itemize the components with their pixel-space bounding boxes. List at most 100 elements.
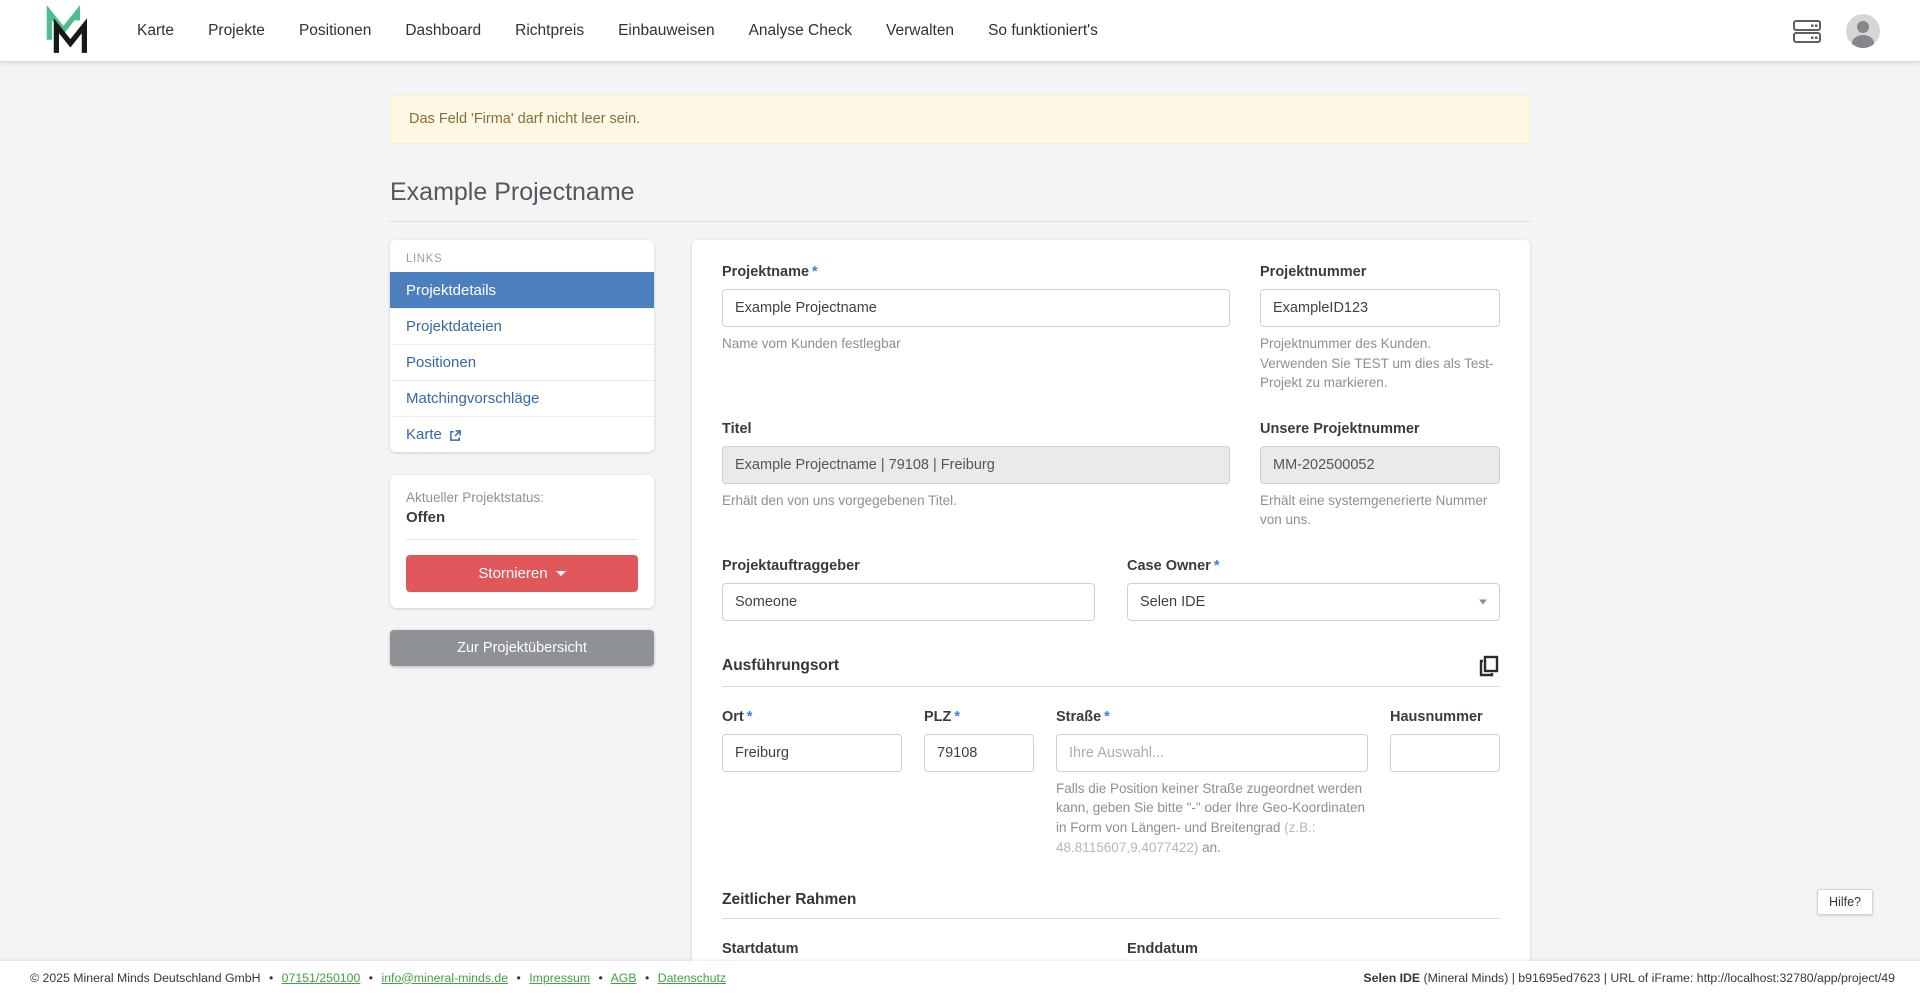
field-titel: Titel Erhält den von uns vorgegebenen Ti… xyxy=(722,421,1230,530)
field-case-owner: Case Owner * Selen IDE xyxy=(1127,558,1500,621)
footer-link-datenschutz[interactable]: Datenschutz xyxy=(657,970,727,985)
chevron-down-icon xyxy=(555,571,566,576)
nav-item-analyse-check[interactable]: Analyse Check xyxy=(748,21,852,39)
case-owner-select[interactable]: Selen IDE xyxy=(1127,582,1500,621)
titel-helper: Erhält den von uns vorgegebenen Titel. xyxy=(722,492,957,508)
footer-phone-link[interactable]: 07151/250100 xyxy=(281,970,361,985)
server-icon[interactable] xyxy=(1792,18,1822,44)
titel-label: Titel xyxy=(722,420,752,437)
nav-item-projekte[interactable]: Projekte xyxy=(208,21,265,39)
required-marker: * xyxy=(812,264,818,280)
cancel-project-label: Stornieren xyxy=(478,565,548,582)
sidebar-item-label: Projektdateien xyxy=(406,318,502,335)
strasse-label: Straße * xyxy=(1056,709,1368,725)
case-owner-value: Selen IDE xyxy=(1127,582,1500,621)
main-menu: Karte Projekte Positionen Dashboard Rich… xyxy=(137,22,1792,40)
unsere-projektnummer-label: Unsere Projektnummer xyxy=(1260,420,1420,437)
footer-separator: • xyxy=(516,970,521,985)
case-owner-label: Case Owner * xyxy=(1127,558,1500,574)
avatar-body xyxy=(1852,34,1874,48)
required-marker: * xyxy=(1104,708,1110,725)
required-marker: * xyxy=(746,708,753,725)
field-hausnummer: Hausnummer xyxy=(1390,709,1500,857)
sidebar-item-label: Projektdetails xyxy=(406,282,497,299)
projektauftraggeber-input[interactable] xyxy=(722,582,1095,621)
page-title: Example Projectname xyxy=(390,178,1530,222)
copy-icon[interactable] xyxy=(1478,655,1500,677)
projektnummer-helper: Projektnummer des Kunden. Verwenden Sie … xyxy=(1260,336,1494,391)
logo-icon xyxy=(46,4,87,53)
user-avatar[interactable] xyxy=(1846,13,1880,48)
section-divider xyxy=(722,918,1500,920)
strasse-helper-suffix: an. xyxy=(1198,839,1221,855)
footer-separator: • xyxy=(268,970,274,985)
sidebar-item-karte[interactable]: Karte xyxy=(390,416,654,452)
field-plz: PLZ * xyxy=(924,709,1034,857)
back-to-overview-button[interactable]: Zur Projektübersicht xyxy=(390,630,654,666)
plz-input[interactable] xyxy=(924,733,1034,772)
nav-item-so-funktionierts[interactable]: So funktioniert's xyxy=(988,21,1098,39)
footer-separator: • xyxy=(644,970,650,985)
validation-alert: Das Feld 'Firma' darf nicht leer sein. xyxy=(390,94,1530,144)
footer-link-impressum[interactable]: Impressum xyxy=(529,970,591,985)
sidebar: LINKS Projektdetails Projektdateien Posi… xyxy=(390,240,654,666)
section-divider xyxy=(722,685,1500,687)
unsere-projektnummer-input xyxy=(1260,445,1500,484)
required-marker: * xyxy=(954,708,961,725)
links-header: LINKS xyxy=(406,253,443,265)
nav-item-positionen[interactable]: Positionen xyxy=(298,21,372,39)
projektnummer-label: Projektnummer xyxy=(1260,264,1367,280)
field-enddatum: Enddatum xyxy=(1127,941,1500,961)
nav-item-verwalten[interactable]: Verwalten xyxy=(885,21,955,39)
label-text: Case Owner xyxy=(1127,557,1211,574)
field-startdatum: Startdatum xyxy=(722,941,1095,961)
projektnummer-input[interactable] xyxy=(1260,289,1500,327)
footer-user: Selen IDE xyxy=(1363,970,1421,985)
projektauftraggeber-label: Projektauftraggeber xyxy=(722,557,860,574)
enddatum-label: Enddatum xyxy=(1127,941,1198,958)
footer-separator: • xyxy=(598,970,603,985)
sidebar-item-positionen[interactable]: Positionen xyxy=(390,344,654,380)
footer-separator: • xyxy=(368,970,374,985)
footer: © 2025 Mineral Minds Deutschland GmbH • … xyxy=(0,961,1920,994)
nav-item-karte[interactable]: Karte xyxy=(137,21,175,39)
chevron-down-icon xyxy=(1479,599,1487,605)
nav-right-actions xyxy=(1792,13,1880,48)
status-divider xyxy=(406,539,638,540)
field-ort: Ort * xyxy=(722,709,902,857)
nav-item-dashboard[interactable]: Dashboard xyxy=(405,21,482,39)
sidebar-item-projektdateien[interactable]: Projektdateien xyxy=(390,308,654,344)
projektname-input[interactable] xyxy=(722,289,1230,327)
project-status-card: Aktueller Projektstatus: Offen Storniere… xyxy=(390,475,654,608)
cancel-project-button[interactable]: Stornieren xyxy=(406,555,638,592)
hausnummer-input[interactable] xyxy=(1390,733,1500,772)
links-card: LINKS Projektdetails Projektdateien Posi… xyxy=(390,240,654,452)
field-unsere-projektnummer: Unsere Projektnummer Erhält eine systemg… xyxy=(1260,421,1500,530)
footer-left: © 2025 Mineral Minds Deutschland GmbH • … xyxy=(30,971,726,985)
mineral-minds-logo[interactable] xyxy=(45,4,87,57)
nav-item-richtpreis[interactable]: Richtpreis xyxy=(515,21,585,39)
page-content: Das Feld 'Firma' darf nicht leer sein. E… xyxy=(0,61,1920,961)
strasse-input[interactable] xyxy=(1056,733,1368,772)
footer-link-agb[interactable]: AGB xyxy=(610,970,637,985)
field-projektname: Projektname* Name vom Kunden festlegbar xyxy=(722,264,1230,393)
nav-item-einbauweisen[interactable]: Einbauweisen xyxy=(618,21,715,39)
label-text: Ort xyxy=(722,708,744,725)
label-text: Projektname xyxy=(722,264,810,280)
strasse-helper-main: Falls die Position keiner Straße zugeord… xyxy=(1056,780,1366,835)
sidebar-item-label: Positionen xyxy=(406,354,477,371)
sidebar-item-projektdetails[interactable]: Projektdetails xyxy=(390,272,654,308)
required-marker: * xyxy=(1213,557,1220,574)
field-projektauftraggeber: Projektauftraggeber xyxy=(722,558,1095,621)
help-button[interactable]: Hilfe? xyxy=(1817,889,1873,915)
status-value: Offen xyxy=(406,509,446,526)
ort-input[interactable] xyxy=(722,733,902,772)
project-details-form: Projektname* Name vom Kunden festlegbar … xyxy=(692,240,1530,961)
ausfuehrungsort-heading: Ausführungsort xyxy=(722,656,840,674)
sidebar-item-matchingvorschlaege[interactable]: Matchingvorschläge xyxy=(390,380,654,416)
field-strasse: Straße* Falls die Position keiner Straße… xyxy=(1056,709,1368,857)
footer-email-link[interactable]: info@mineral-minds.de xyxy=(381,970,509,985)
startdatum-label: Startdatum xyxy=(722,941,799,958)
footer-session-details: (Mineral Minds) | b91695ed7623 | URL of … xyxy=(1420,970,1895,985)
plz-label: PLZ * xyxy=(924,709,1034,725)
